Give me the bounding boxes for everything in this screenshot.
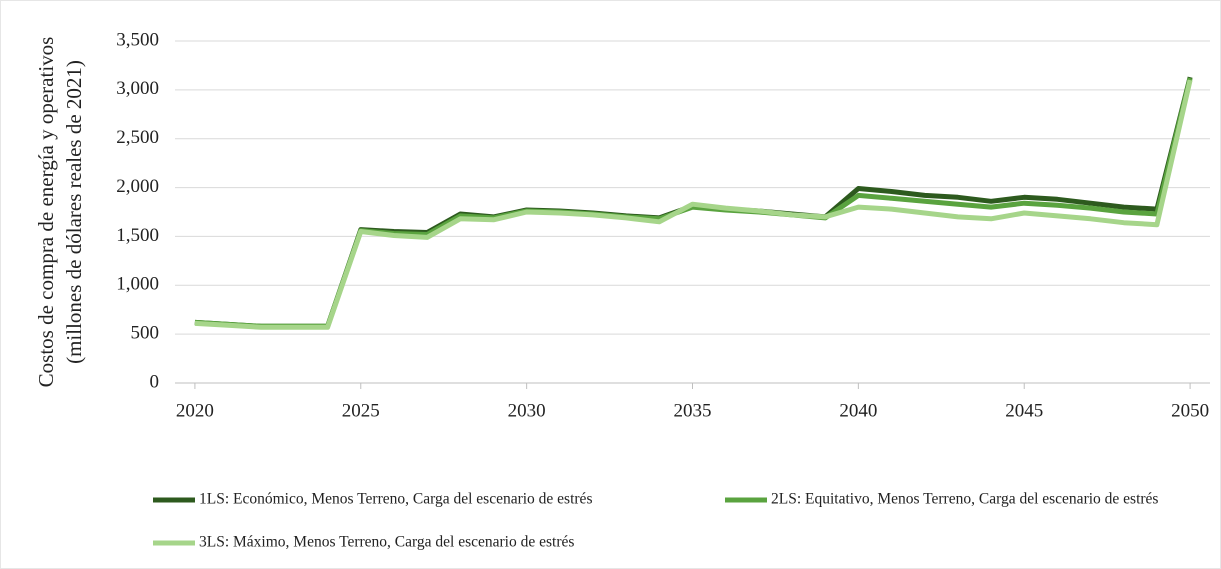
x-tick-label: 2040 [839, 400, 877, 421]
legend-label: 1LS: Económico, Menos Terreno, Carga del… [199, 491, 592, 508]
legend-label: 2LS: Equitativo, Menos Terreno, Carga de… [771, 491, 1158, 508]
y-tick-label: 3,000 [116, 78, 159, 99]
y-axis-label: Costos de compra de energía y operativos [34, 37, 58, 388]
series-line [194, 79, 1193, 330]
legend-label: 3LS: Máximo, Menos Terreno, Carga del es… [199, 534, 574, 551]
y-axis-label: (millones de dólares reales de 2021) [62, 60, 86, 364]
x-tick-label: 2020 [176, 400, 214, 421]
y-tick-label: 0 [150, 371, 160, 392]
y-tick-label: 2,000 [116, 176, 159, 197]
x-tick-label: 2030 [508, 400, 546, 421]
x-tick-label: 2045 [1005, 400, 1043, 421]
y-tick-label: 1,000 [116, 274, 159, 295]
y-tick-label: 500 [131, 323, 160, 344]
y-tick-label: 2,500 [116, 127, 159, 148]
y-tick-label: 1,500 [116, 225, 159, 246]
x-tick-label: 2035 [674, 400, 712, 421]
y-tick-label: 3,500 [116, 29, 159, 50]
x-tick-label: 2025 [342, 400, 380, 421]
x-tick-label: 2050 [1171, 400, 1209, 421]
